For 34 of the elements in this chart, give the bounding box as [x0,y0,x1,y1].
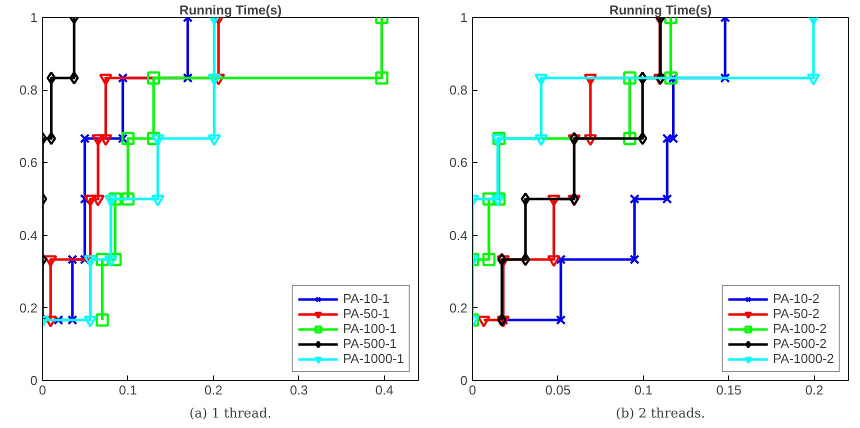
legend-label: PA-50-1 [342,306,390,321]
y-tick-label: 0.6 [449,155,468,170]
y-tick-label: 0 [30,373,38,388]
y-tick-label: 0.4 [19,228,38,243]
y-tick-label: 0.2 [449,300,468,316]
legend-label: PA-500-2 [772,336,827,351]
chart-title: Running Time(s) [179,2,282,18]
y-tick-label: 1 [460,10,468,25]
y-tick-label: 0 [460,373,468,388]
legend-label: PA-100-1 [342,321,397,336]
x-tick-label: 0.2 [204,382,222,398]
legend-label: PA-10-2 [772,291,820,306]
legend-label: PA-1000-1 [342,351,404,366]
x-tick-label: 0.3 [290,382,308,398]
legend-label: PA-50-2 [772,306,820,321]
y-tick-label: 1 [30,10,38,25]
x-tick-label: 0.4 [375,382,394,398]
y-tick-label: 0.6 [19,155,38,170]
y-tick-label: 0.8 [19,82,38,98]
text: (a) 1 thread. [189,406,272,422]
legend-label: PA-100-2 [772,321,827,336]
chart-title: Running Time(s) [609,2,712,18]
legend-label: PA-500-1 [342,336,397,351]
x-tick-label: 0.05 [545,382,571,398]
y-tick-label: 0.2 [19,300,38,316]
y-tick-label: 0.8 [449,82,468,98]
legend-label: PA-1000-2 [772,351,834,366]
x-tick-label: 0.1 [118,382,137,398]
x-tick-label: 0.1 [634,382,652,398]
x-tick-label: 0.15 [716,382,742,398]
y-tick-label: 0.4 [449,228,468,243]
x-tick-label: 0.2 [805,382,824,398]
text: (b) 2 threads. [616,406,706,422]
legend-label: PA-10-1 [342,291,390,306]
